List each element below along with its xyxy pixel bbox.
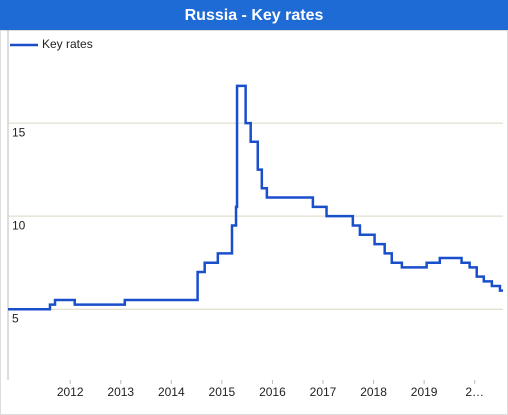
series-line <box>8 84 503 311</box>
legend-label: Key rates <box>42 37 93 51</box>
y-tick-label: 15 <box>12 125 26 139</box>
x-tick-label: 2013 <box>107 385 134 399</box>
x-tick-label: 2014 <box>158 385 185 399</box>
x-tick-label: 2012 <box>57 385 84 399</box>
x-tick-label: 2018 <box>360 385 387 399</box>
x-tick-label: 2019 <box>411 385 438 399</box>
y-tick-label: 10 <box>12 218 26 232</box>
y-tick-label: 5 <box>12 311 19 325</box>
x-tick-label: 2017 <box>310 385 337 399</box>
x-tick-label: 2015 <box>209 385 236 399</box>
chart-title: Russia - Key rates <box>185 7 324 24</box>
frame <box>0 30 508 415</box>
x-tick-label: 2… <box>465 385 484 399</box>
x-tick-label: 2016 <box>259 385 286 399</box>
title-bar <box>0 0 508 30</box>
